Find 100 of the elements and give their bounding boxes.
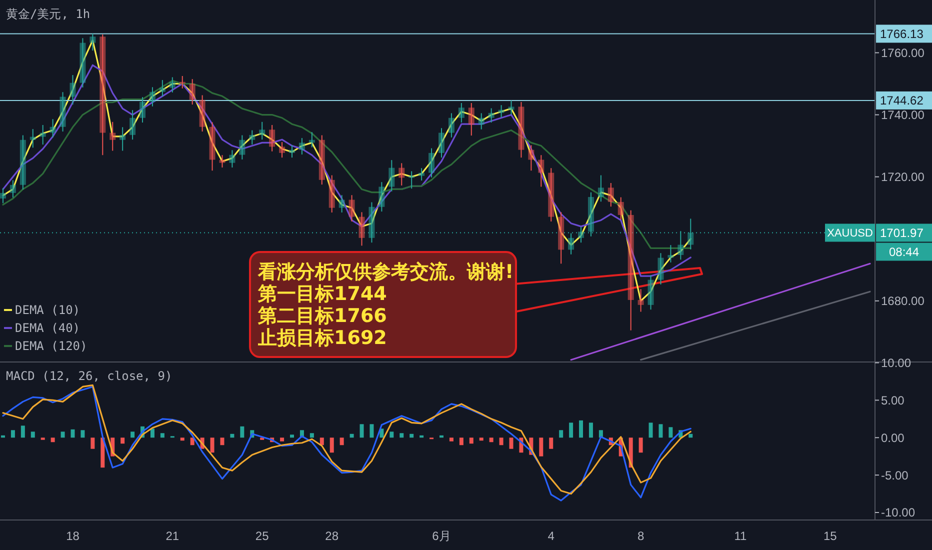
bar bbox=[499, 438, 504, 446]
candlestick bbox=[110, 121, 116, 152]
bar bbox=[648, 422, 653, 438]
candlestick bbox=[548, 168, 554, 222]
x-tick-label: 18 bbox=[66, 529, 80, 543]
candlestick bbox=[259, 121, 266, 140]
candlestick bbox=[239, 134, 246, 160]
candlestick bbox=[0, 188, 6, 204]
candlestick bbox=[100, 34, 106, 156]
bar bbox=[658, 424, 663, 438]
candlestick bbox=[189, 78, 196, 106]
candlestick bbox=[358, 212, 365, 246]
candlestick bbox=[279, 142, 286, 158]
bar bbox=[479, 438, 484, 441]
bar bbox=[340, 438, 344, 446]
y-tick-label: -10.00 bbox=[881, 506, 916, 520]
candlestick bbox=[538, 154, 544, 188]
candlestick bbox=[338, 194, 345, 213]
x-tick-label: 8 bbox=[637, 529, 644, 543]
bar bbox=[160, 433, 164, 438]
bar bbox=[390, 432, 394, 438]
candlestick bbox=[30, 128, 36, 148]
bar bbox=[449, 438, 454, 442]
bar bbox=[240, 426, 244, 438]
bar bbox=[10, 430, 15, 438]
text: MACD (12, 26, close, 9) bbox=[6, 369, 172, 383]
bar bbox=[350, 434, 354, 438]
candlestick bbox=[199, 94, 206, 132]
bar bbox=[320, 438, 324, 446]
candlestick bbox=[308, 132, 315, 148]
bar bbox=[559, 430, 564, 438]
candlestick bbox=[488, 108, 494, 124]
candlestick bbox=[169, 76, 176, 93]
bar bbox=[80, 430, 85, 438]
bar bbox=[130, 432, 135, 438]
y-tick-label: 1680.00 bbox=[881, 294, 925, 308]
candlestick bbox=[658, 252, 664, 285]
candlestick bbox=[120, 126, 126, 152]
y-tick-label: -5.00 bbox=[881, 468, 909, 482]
candlestick bbox=[558, 212, 564, 264]
annotation: XAUUSD bbox=[827, 228, 873, 240]
candlestick bbox=[140, 96, 146, 124]
candlestick bbox=[518, 102, 524, 158]
candlestick bbox=[468, 102, 474, 136]
candlestick bbox=[80, 38, 86, 88]
y-tick-label: 1760.00 bbox=[881, 46, 925, 60]
ref-line-label: 1766.13 bbox=[880, 26, 924, 41]
candlestick bbox=[229, 150, 236, 168]
candlestick bbox=[418, 168, 425, 182]
candlestick bbox=[478, 112, 484, 130]
bar bbox=[668, 427, 673, 438]
bar bbox=[459, 438, 464, 446]
candlestick bbox=[348, 194, 355, 222]
bar bbox=[549, 438, 554, 449]
y-tick-label: 1720.00 bbox=[881, 170, 925, 184]
bar bbox=[400, 433, 404, 438]
legend-label: DEMA (40) bbox=[15, 321, 80, 335]
candlestick bbox=[40, 124, 46, 146]
y-tick-label: 1740.00 bbox=[881, 108, 925, 122]
candlestick bbox=[219, 154, 226, 168]
candlestick bbox=[568, 232, 574, 255]
candlestick bbox=[149, 86, 156, 107]
bar bbox=[330, 438, 334, 453]
annotation: 看涨分析仅供参考交流。谢谢! 第一目标1744 第二目标1766 止损目标1692 bbox=[257, 261, 514, 349]
y-tick-label: 10.00 bbox=[881, 356, 912, 370]
bar bbox=[469, 438, 474, 444]
bar bbox=[20, 426, 25, 438]
bar bbox=[100, 438, 105, 468]
candlestick bbox=[159, 80, 166, 97]
candlestick bbox=[598, 174, 604, 202]
candlestick bbox=[20, 134, 26, 190]
bar bbox=[509, 438, 514, 449]
bar bbox=[50, 438, 55, 442]
bar bbox=[190, 438, 194, 446]
candlestick bbox=[60, 92, 66, 132]
text: 08:44 bbox=[888, 244, 920, 259]
candlestick bbox=[378, 182, 385, 212]
candlestick bbox=[318, 134, 325, 186]
candlestick bbox=[289, 144, 295, 158]
bar bbox=[370, 424, 374, 438]
bar bbox=[150, 428, 154, 438]
candlestick bbox=[458, 102, 464, 124]
candlestick bbox=[448, 112, 454, 138]
candlestick bbox=[528, 144, 534, 172]
bar bbox=[210, 438, 214, 453]
candlestick bbox=[638, 288, 644, 312]
bar bbox=[360, 424, 364, 438]
candlestick bbox=[130, 110, 136, 140]
bar bbox=[180, 438, 184, 441]
candlestick bbox=[668, 244, 674, 263]
candlestick bbox=[648, 274, 654, 310]
candlestick bbox=[90, 33, 96, 52]
candlestick bbox=[209, 122, 216, 172]
candlestick bbox=[428, 148, 435, 178]
bar bbox=[60, 432, 65, 438]
x-tick-label: 15 bbox=[823, 529, 838, 543]
bar bbox=[489, 438, 494, 442]
x-tick-label: 25 bbox=[255, 529, 270, 543]
text: 黄金/美元, 1h bbox=[6, 7, 90, 21]
candlestick bbox=[50, 118, 56, 138]
